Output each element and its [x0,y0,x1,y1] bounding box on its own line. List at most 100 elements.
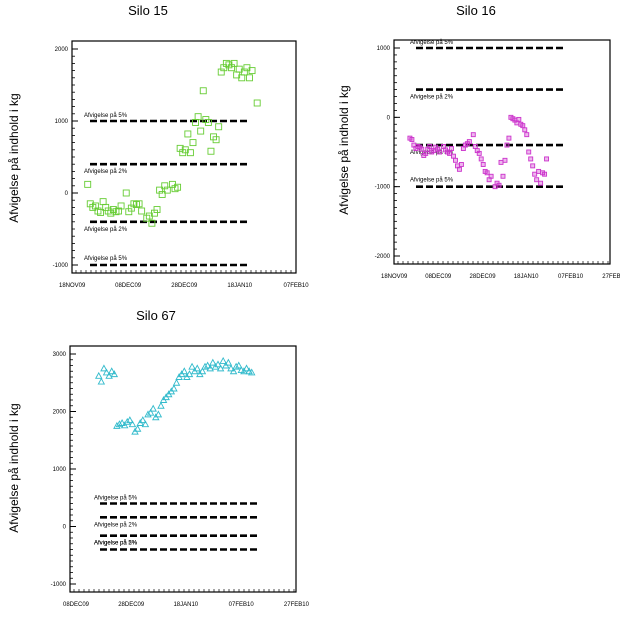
data-point [185,370,194,378]
x-tick-label: 27FEB10 [284,602,310,608]
data-point [536,168,542,174]
data-point [419,146,425,152]
data-point [94,371,103,379]
y-axis-label: Afvigelse på indhold i kg [7,93,21,222]
data-point [496,182,502,188]
x-tick-label: 08DEC09 [425,274,452,280]
data-point [135,200,143,208]
data-point [84,180,92,188]
data-point [209,358,217,366]
data-point [484,170,490,176]
data-point [538,180,544,186]
data-point [158,190,166,198]
data-point [423,150,429,156]
y-tick-label: 1000 [377,46,391,52]
x-tick-label: 27FEB10 [602,274,620,280]
data-point [99,198,107,206]
data-point [207,147,215,155]
data-point [113,421,121,429]
chart-title: Silo 16 [456,3,496,18]
plot-frame [71,40,297,274]
data-point [478,156,484,162]
reference-line-label: Afvigelse på 2% [94,540,138,547]
reference-line-label: Afvigelse på 5% [94,540,138,547]
y-tick-label: 1000 [55,119,69,125]
reference-line-label: Afvigelse på 5% [84,112,128,119]
data-point [470,132,476,138]
y-tick-label: 1000 [53,467,67,473]
data-point [488,173,494,179]
data-point [232,362,240,370]
data-point [174,183,182,191]
data-point [126,416,134,424]
y-tick-label: 2000 [55,47,69,53]
data-point [128,420,137,428]
reference-line-label: Afvigelse på 2% [84,226,128,233]
data-point [532,171,538,177]
data-point [139,416,147,424]
data-point [542,171,548,177]
x-tick-label: 28DEC09 [171,283,198,289]
data-point [427,144,433,149]
data-point [409,137,415,142]
data-point [524,132,530,138]
data-point [528,156,534,162]
x-tick-label: 18NOV09 [59,283,86,289]
data-point [230,59,238,67]
y-tick-label: -1000 [51,582,67,588]
x-tick-label: 18JAN10 [514,274,539,280]
data-point [199,87,207,95]
data-point [480,162,486,167]
y-tick-label: 0 [63,525,67,531]
data-point [133,424,142,432]
data-point [138,207,146,215]
x-tick-label: 07FEB10 [229,602,255,608]
reference-line-label: Afvigelse på 5% [410,39,454,46]
reference-line-label: Afvigelse på 5% [410,177,454,184]
data-point [97,377,106,385]
x-tick-label: 28DEC09 [118,602,145,608]
y-axis-label: Afvigelse på indhold i kg [337,85,351,214]
reference-line-label: Afvigelse på 5% [84,255,128,262]
data-point [451,153,456,159]
data-point [248,67,256,75]
x-tick-label: 08DEC09 [115,283,142,289]
y-tick-label: -1000 [53,263,69,269]
reference-line-label: Afvigelse på 2% [84,168,128,175]
data-point [148,219,156,227]
x-tick-label: 07FEB10 [558,274,584,280]
data-point [449,146,454,151]
x-tick-label: 18JAN10 [227,283,252,289]
data-point [102,368,111,376]
data-point [466,139,472,145]
data-point [247,368,256,376]
data-point [219,356,227,364]
data-point [154,410,163,418]
data-point [500,173,506,179]
y-tick-label: -1000 [375,185,391,191]
reference-line-label: Afvigelse på 2% [94,521,138,528]
data-point [214,360,222,368]
data-point [122,189,130,197]
data-point [504,142,510,148]
data-point [201,362,209,370]
data-point [100,364,108,372]
y-axis-label: Afvigelse på indhold i kg [7,403,21,532]
x-tick-label: 28DEC09 [470,274,497,280]
data-point [203,361,212,369]
data-point [534,177,540,183]
data-point [153,206,161,214]
data-point [447,150,452,156]
data-point [204,118,212,126]
data-point [184,130,192,138]
data-point [144,410,152,418]
data-point [110,370,119,378]
y-tick-label: -2000 [375,254,391,260]
data-point [194,113,202,121]
y-tick-label: 0 [387,115,391,121]
data-point [146,408,155,416]
data-point [544,156,550,162]
data-point [115,420,124,428]
data-point [189,139,197,147]
